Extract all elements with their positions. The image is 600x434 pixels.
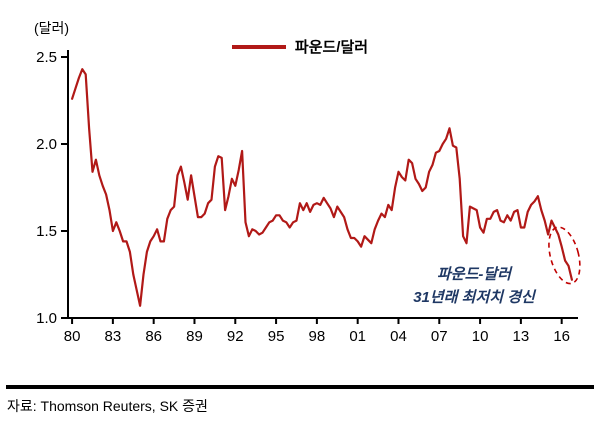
legend: 파운드/달러 [0, 36, 600, 57]
x-tick-label: 80 [64, 328, 81, 345]
y-tick-label: 1.0 [36, 310, 57, 327]
x-tick-label: 95 [268, 328, 285, 345]
x-tick-label: 98 [309, 328, 326, 345]
legend-line-swatch [231, 44, 286, 49]
x-tick-label: 10 [472, 328, 489, 345]
annotation-line-1: 파운드-달러 [437, 266, 511, 283]
y-tick-label: 2.0 [36, 136, 57, 153]
y-tick-label: 2.5 [36, 49, 57, 66]
source-text: 자료: Thomson Reuters, SK 증권 [7, 398, 208, 414]
x-tick-label: 16 [553, 328, 570, 345]
legend-label: 파운드/달러 [294, 39, 369, 56]
lowest-point-annotation: 파운드-달러 31년래 최저치 경신 [368, 263, 580, 310]
exchange-rate-line-chart: 2.5 2.0 1.5 1.0 80 83 86 89 92 95 98 01 04 07 10 13 16 [36, 49, 581, 345]
source-divider [6, 385, 594, 389]
x-tick-label: 92 [227, 328, 244, 345]
annotation-line-2: 31년래 최저치 경신 [413, 289, 535, 307]
x-tick-label: 01 [349, 328, 366, 345]
x-tick-label: 04 [390, 328, 407, 345]
x-tick-label: 13 [513, 328, 530, 345]
y-axis-unit-label: (달러) [34, 20, 70, 36]
price-line [71, 68, 573, 307]
lowest-point-circle [548, 226, 581, 285]
x-tick-label: 83 [105, 328, 122, 345]
x-tick-label: 07 [431, 328, 448, 345]
y-tick-label: 1.5 [36, 223, 57, 240]
x-tick-label: 89 [186, 328, 203, 345]
x-tick-label: 86 [145, 328, 162, 345]
